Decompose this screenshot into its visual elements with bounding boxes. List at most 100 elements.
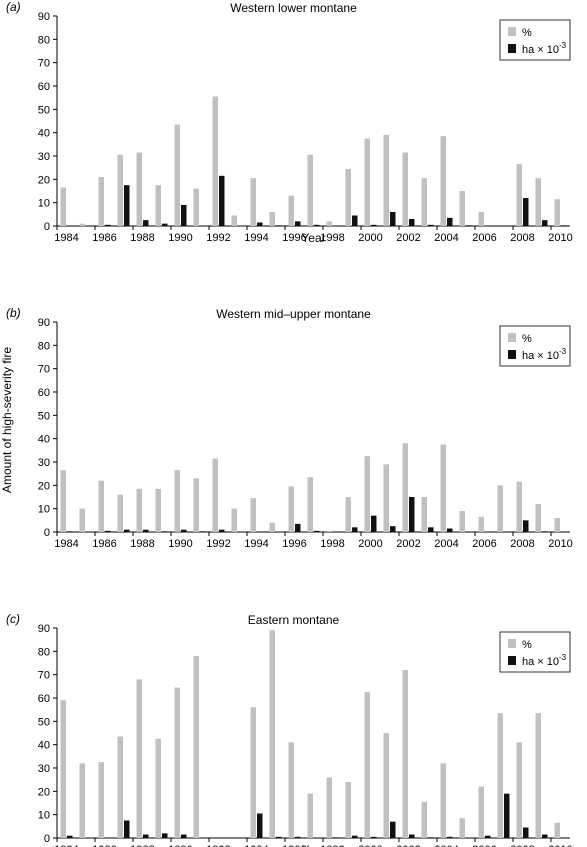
legend-box <box>499 19 571 61</box>
x-tick-label: 1998 <box>320 538 344 550</box>
bar-ha <box>447 528 453 532</box>
bar-percent <box>440 444 446 532</box>
bar-percent <box>516 481 522 532</box>
bar-ha <box>371 515 377 532</box>
x-tick-label: 1996 <box>282 538 306 550</box>
bar-ha <box>143 834 149 838</box>
bar-percent <box>478 516 484 532</box>
bar-ha <box>67 531 73 532</box>
x-tick-label: 2008 <box>510 538 534 550</box>
panel-label: (b) <box>6 306 21 320</box>
bar-ha <box>295 523 301 532</box>
bar-percent <box>345 168 351 226</box>
x-tick-label: 1986 <box>92 232 116 244</box>
y-tick-label: 20 <box>38 786 50 798</box>
chart-title: Eastern montane <box>248 613 340 627</box>
bar-ha <box>485 835 491 838</box>
bar-ha <box>390 821 396 838</box>
bar-ha <box>105 224 111 226</box>
legend-swatch-ha <box>508 350 516 359</box>
bar-percent <box>250 498 256 532</box>
bar-percent <box>421 801 427 838</box>
bar-ha <box>523 827 529 838</box>
bar-percent <box>212 458 218 532</box>
legend-swatch-ha <box>508 44 516 53</box>
bar-percent <box>98 762 104 838</box>
y-tick-label: 30 <box>38 151 50 163</box>
bar-percent <box>478 786 484 838</box>
bar-ha <box>181 205 187 226</box>
x-tick-label: 1990 <box>168 232 192 244</box>
bar-percent <box>117 154 123 226</box>
y-tick-label: 0 <box>44 221 50 233</box>
x-tick-label: 1994 <box>244 232 268 244</box>
bar-percent <box>79 223 85 226</box>
bar-percent <box>497 713 503 838</box>
x-tick-label: 1984 <box>54 538 78 550</box>
panel-label: (c) <box>6 612 20 626</box>
legend-swatch-ha <box>508 656 516 665</box>
bar-percent <box>497 485 503 532</box>
x-axis-title: Year <box>301 231 325 245</box>
bar-percent <box>269 522 275 532</box>
x-tick-label: 2004 <box>434 844 458 847</box>
bar-percent <box>288 195 294 226</box>
y-tick-label: 0 <box>44 527 50 539</box>
y-tick-label: 60 <box>38 693 50 705</box>
bar-percent <box>60 470 66 532</box>
x-tick-label: 2010 <box>548 232 572 244</box>
bar-percent <box>136 152 142 226</box>
bar-percent <box>326 221 332 226</box>
bar-ha <box>124 529 130 532</box>
bar-percent <box>459 511 465 532</box>
bar-percent <box>79 508 85 532</box>
x-tick-label: 2008 <box>510 844 534 847</box>
bar-percent <box>250 178 256 226</box>
bar-percent <box>174 687 180 838</box>
x-tick-label: 1990 <box>168 538 192 550</box>
bar-ha <box>542 220 548 226</box>
bar-percent <box>117 494 123 532</box>
panel-b: (b) Western mid–upper montane 0 10 20 30 40 50 6… <box>6 306 573 550</box>
x-tick-label: 1986 <box>92 538 116 550</box>
bar-percent <box>421 497 427 532</box>
bar-percent <box>98 480 104 532</box>
bar-ha <box>257 813 263 838</box>
bar-percent <box>440 763 446 838</box>
bar-percent <box>516 742 522 838</box>
bar-percent <box>136 488 142 532</box>
bar-ha <box>295 836 301 838</box>
x-tick-label: 1986 <box>92 844 116 847</box>
bar-percent <box>326 777 332 838</box>
x-tick-label: 1992 <box>206 844 230 847</box>
bar-percent <box>60 700 66 838</box>
bar-percent <box>535 504 541 532</box>
bar-percent <box>193 656 199 838</box>
bar-percent <box>269 212 275 226</box>
x-tick-label: 2008 <box>510 232 534 244</box>
bar-ha <box>105 530 111 532</box>
bar-ha <box>447 217 453 226</box>
y-tick-label: 90 <box>38 317 50 329</box>
bar-percent <box>516 164 522 226</box>
y-tick-label: 40 <box>38 434 50 446</box>
panel-c: (c) Eastern montane 0 10 20 30 40 50 60 70 80 90 198… <box>6 612 573 847</box>
bar-ha <box>314 224 320 226</box>
x-tick-label: 1984 <box>54 844 78 847</box>
x-tick-label: 1994 <box>244 538 268 550</box>
legend-swatch-percent <box>508 27 516 36</box>
y-tick-label: 30 <box>38 763 50 775</box>
bar-ha <box>143 529 149 532</box>
bar-percent <box>402 152 408 226</box>
y-tick-label: 30 <box>38 457 50 469</box>
x-tick-label: 2000 <box>358 232 382 244</box>
y-axis-label: Amount of high-severity fire <box>0 347 14 493</box>
y-tick-label: 50 <box>38 104 50 116</box>
bar-ha <box>523 520 529 532</box>
y-tick-label: 70 <box>38 670 50 682</box>
bar-percent <box>364 692 370 838</box>
bar-ha <box>390 212 396 226</box>
bar-ha <box>314 530 320 532</box>
bar-ha <box>295 221 301 226</box>
y-tick-label: 10 <box>38 810 50 822</box>
